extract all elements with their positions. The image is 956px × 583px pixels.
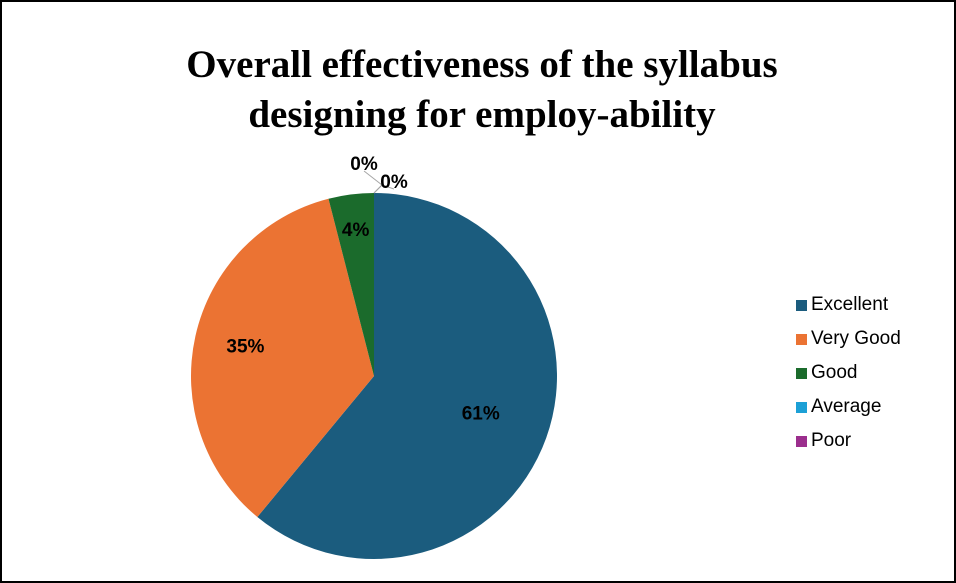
legend-swatch-good bbox=[796, 367, 807, 379]
legend-item-excellent: Excellent bbox=[796, 288, 901, 322]
legend-item-very-good: Very Good bbox=[796, 322, 901, 356]
pie-leader-lines bbox=[363, 170, 395, 194]
legend-label-average: Average bbox=[811, 396, 882, 417]
chart-title: Overall effectiveness of the syllabus de… bbox=[112, 40, 852, 140]
legend-swatch-very-good bbox=[796, 333, 807, 345]
legend-swatch-excellent bbox=[796, 299, 807, 311]
chart-legend: Excellent Very Good Good Average Poor bbox=[796, 288, 901, 458]
legend-label-very-good: Very Good bbox=[811, 328, 901, 349]
pie-slices bbox=[191, 193, 558, 560]
legend-item-average: Average bbox=[796, 390, 901, 424]
legend-label-good: Good bbox=[811, 362, 858, 383]
legend-item-poor: Poor bbox=[796, 424, 901, 458]
data-label-very-good: 35% bbox=[226, 336, 264, 357]
data-label-average: 0% bbox=[350, 154, 378, 175]
data-label-poor: 0% bbox=[380, 172, 408, 193]
legend-label-poor: Poor bbox=[811, 430, 852, 451]
chart-title-line-2: designing for employ-ability bbox=[248, 93, 716, 136]
legend-item-good: Good bbox=[796, 356, 901, 390]
data-label-good: 4% bbox=[342, 220, 370, 241]
data-label-excellent: 61% bbox=[462, 403, 500, 424]
legend-swatch-average bbox=[796, 401, 807, 413]
legend-swatch-poor bbox=[796, 435, 807, 447]
legend-label-excellent: Excellent bbox=[811, 294, 889, 315]
pie-data-labels: 61% 35% 4% 0%0% bbox=[226, 154, 499, 424]
pie-slice-good bbox=[328, 193, 374, 376]
pie-slice-excellent bbox=[257, 193, 558, 560]
pie-slice-very-good bbox=[191, 198, 374, 518]
chart-title-line-1: Overall effectiveness of the syllabus bbox=[186, 43, 778, 86]
leader-line-poor bbox=[373, 184, 395, 194]
